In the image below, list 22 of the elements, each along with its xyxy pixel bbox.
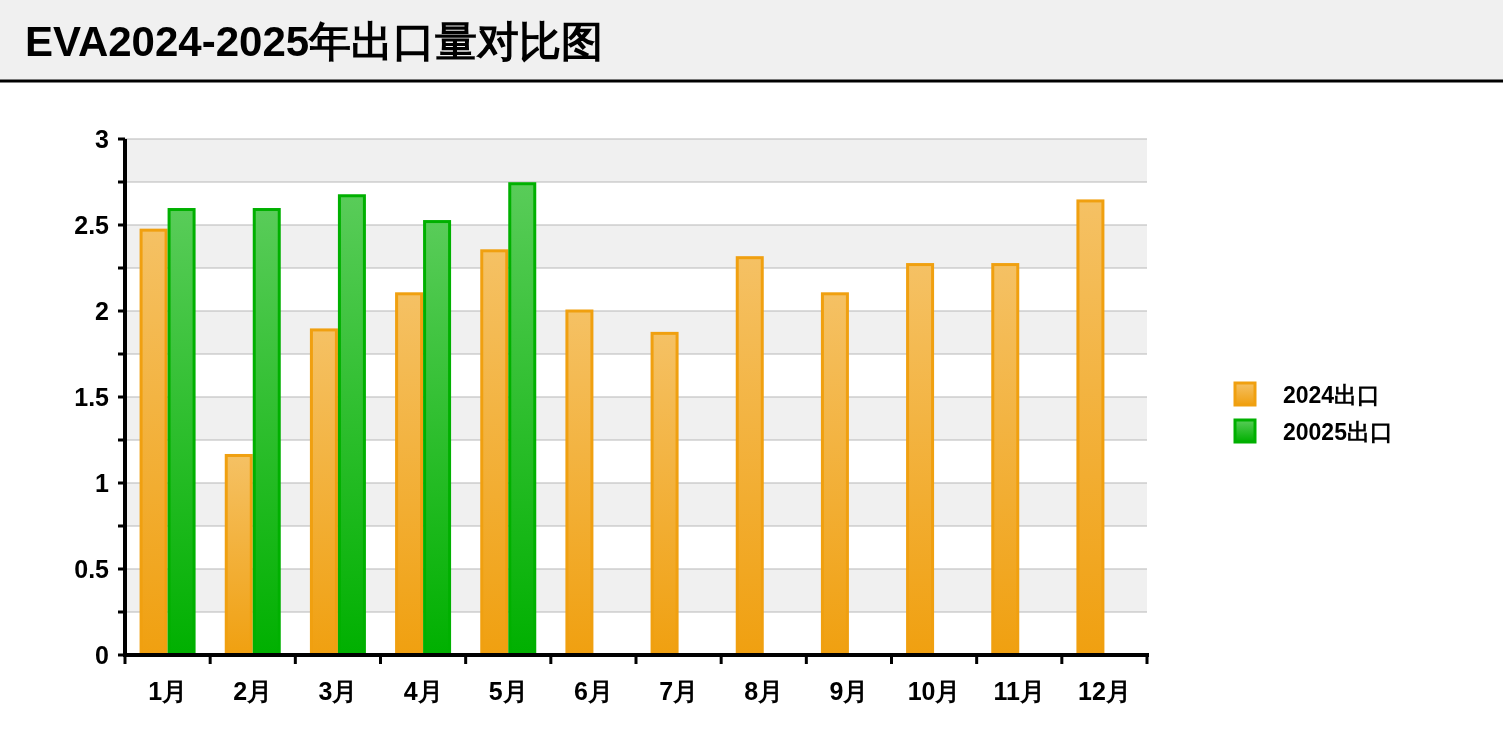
x-tick-label: 12月 [1078,677,1131,705]
x-tick-label: 6月 [573,677,613,705]
x-tick-label: 8月 [744,677,784,705]
y-tick-label: 0.5 [74,555,110,583]
y-tick-label: 3 [95,125,109,153]
x-tick-label: 10月 [907,677,961,705]
y-tick-label: 2 [95,297,109,325]
x-tick-label: 2月 [233,677,273,705]
x-tick-label: 3月 [318,677,358,705]
x-tick-label: 5月 [488,677,528,705]
y-tick-label: 2.5 [74,211,110,239]
y-tick-label: 1 [95,469,110,497]
y-tick-label: 0 [95,641,109,669]
y-tick-label: 1.5 [74,383,110,411]
legend-label: 2024出口 [1283,382,1381,408]
x-tick-label: 11月 [993,677,1045,705]
x-tick-label: 7月 [659,677,699,705]
x-tick-label: 1月 [148,677,188,705]
legend-label: 20025出口 [1283,419,1393,445]
x-tick-label: 9月 [829,677,869,705]
chart-title: EVA2024-2025年出口量对比图 [25,18,604,65]
x-tick-label: 4月 [403,677,443,705]
